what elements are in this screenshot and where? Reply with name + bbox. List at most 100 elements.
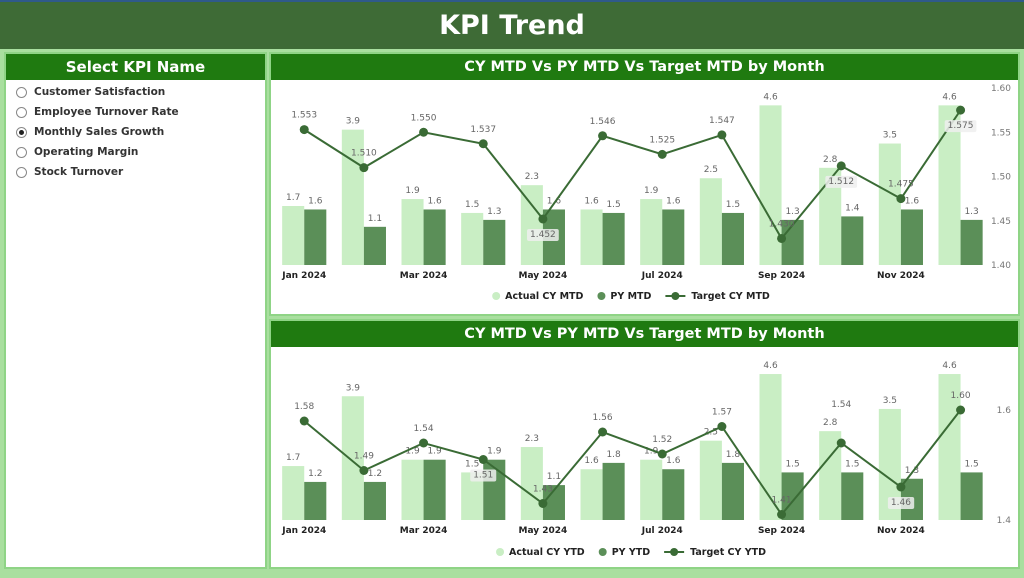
data-label-py: 1.3 (964, 207, 978, 217)
legend-actual-marker (492, 292, 501, 300)
data-label-actual: 4.6 (942, 92, 957, 102)
data-label-actual: 3.5 (883, 396, 897, 406)
data-label-py: 1.6 (666, 456, 681, 466)
bar-py (721, 212, 744, 265)
data-label-actual: 1.9 (405, 186, 420, 196)
data-label-actual: 3.5 (883, 131, 897, 141)
bar-py (662, 209, 685, 265)
bar-actual (580, 469, 603, 520)
bar-actual (699, 440, 722, 520)
kpi-option[interactable]: Customer Satisfaction (6, 82, 265, 102)
data-label-target: 1.546 (590, 117, 616, 127)
legend-target-marker (670, 548, 679, 556)
bar-py (900, 209, 923, 265)
kpi-option-label: Operating Margin (34, 146, 139, 158)
legend-py-marker (598, 548, 607, 556)
bar-py (960, 219, 983, 265)
radio-unchecked-icon[interactable] (16, 166, 27, 178)
kpi-option-list: Customer Satisfaction Employee Turnover R… (6, 80, 265, 182)
data-label-py: 1.2 (368, 469, 382, 479)
bar-py (483, 219, 506, 265)
bar-py (363, 226, 386, 265)
data-label-actual: 1.9 (644, 447, 659, 457)
bar-actual (401, 199, 424, 265)
legend-actual-marker (496, 548, 505, 556)
data-label-actual: 2.3 (525, 172, 539, 182)
bar-actual (341, 396, 364, 520)
page-title: KPI Trend (0, 0, 1024, 49)
bar-actual (282, 466, 305, 520)
data-label-actual: 2.8 (823, 418, 838, 428)
data-label-actual: 4.6 (763, 92, 778, 102)
x-tick-label: Jan 2024 (281, 271, 326, 281)
target-label-bg (887, 497, 915, 509)
target-label-bg (944, 120, 977, 133)
target-point (896, 194, 906, 204)
data-label-target: 1.512 (828, 177, 854, 187)
data-label-py: 1.6 (547, 196, 562, 206)
data-label-target: 1.52 (652, 435, 672, 445)
x-tick-label: May 2024 (518, 526, 567, 536)
legend-actual-label: Actual CY YTD (509, 547, 585, 558)
kpi-option-label: Stock Turnover (34, 166, 124, 178)
target-line (303, 409, 962, 517)
kpi-option[interactable]: Stock Turnover (6, 162, 265, 182)
radio-unchecked-icon[interactable] (16, 106, 27, 118)
data-label-actual: 3.9 (346, 117, 361, 127)
data-label-py: 1.3 (785, 207, 799, 217)
data-label-py: 1.5 (845, 459, 859, 469)
kpi-option[interactable]: Operating Margin (6, 142, 265, 162)
target-point (359, 466, 369, 475)
target-label-bg (527, 228, 559, 241)
right-axis-tick: 1.45 (991, 217, 1011, 227)
data-label-py: 1.4 (845, 203, 860, 213)
target-label-bg (470, 469, 497, 482)
data-label-py: 1.8 (606, 450, 621, 460)
data-label-target: 1.41 (772, 496, 792, 506)
data-label-target: 1.547 (709, 116, 735, 126)
kpi-option[interactable]: Monthly Sales Growth (6, 122, 265, 142)
data-label-py: 1.3 (905, 466, 919, 476)
data-label-py: 1.5 (606, 200, 620, 210)
chart-ytd: CY MTD Vs PY MTD Vs Target MTD by Month … (269, 319, 1020, 569)
data-label-py: 1.2 (308, 469, 322, 479)
x-tick-label: May 2024 (518, 271, 567, 281)
bar-actual (640, 199, 663, 265)
target-point (419, 438, 429, 448)
kpi-option-label: Customer Satisfaction (34, 86, 166, 98)
data-label-actual: 3.9 (346, 383, 361, 393)
legend-py-label: PY YTD (612, 547, 651, 558)
data-label-actual: 2.3 (525, 434, 539, 444)
data-label-actual: 2.5 (704, 165, 718, 175)
target-point (538, 499, 548, 508)
bar-py (423, 459, 446, 520)
target-point (419, 127, 429, 137)
right-axis-tick: 1.4 (997, 516, 1012, 526)
target-point (777, 510, 787, 519)
radio-unchecked-icon[interactable] (16, 146, 27, 158)
target-point (836, 161, 846, 171)
bar-actual (878, 408, 901, 520)
chart-title: CY MTD Vs PY MTD Vs Target MTD by Month (271, 54, 1018, 80)
data-label-py: 1.1 (547, 472, 561, 482)
data-label-target: 1.49 (354, 452, 374, 462)
x-tick-label: Jul 2024 (641, 526, 683, 536)
data-label-py: 1.9 (487, 447, 502, 457)
kpi-option[interactable]: Employee Turnover Rate (6, 102, 265, 122)
chart-mtd-plot: 1.7 1.6 Jan 2024 3.9 1.1 1.9 1.6 Mar 2024 1.5 1.3… (281, 84, 1011, 302)
data-label-py: 1.5 (785, 459, 799, 469)
radio-unchecked-icon[interactable] (16, 86, 27, 98)
right-axis-tick: 1.55 (991, 128, 1011, 138)
data-label-target: 1.525 (649, 135, 675, 145)
bar-actual (640, 459, 663, 520)
data-label-target: 1.56 (593, 413, 613, 423)
data-label-actual: 1.5 (465, 459, 479, 469)
bar-actual (878, 143, 901, 265)
bar-actual (819, 431, 842, 520)
data-label-target: 1.51 (473, 471, 493, 481)
radio-checked-icon[interactable] (16, 126, 27, 138)
bar-py (662, 469, 685, 520)
kpi-slicer: Select KPI Name Customer Satisfaction Emp… (4, 52, 267, 569)
data-label-actual: 2.8 (823, 155, 838, 165)
chart-ytd-plot: 1.7 1.2 Jan 2024 3.9 1.2 1.9 1.9 Mar 2024 1.5 1.9… (281, 361, 1012, 558)
